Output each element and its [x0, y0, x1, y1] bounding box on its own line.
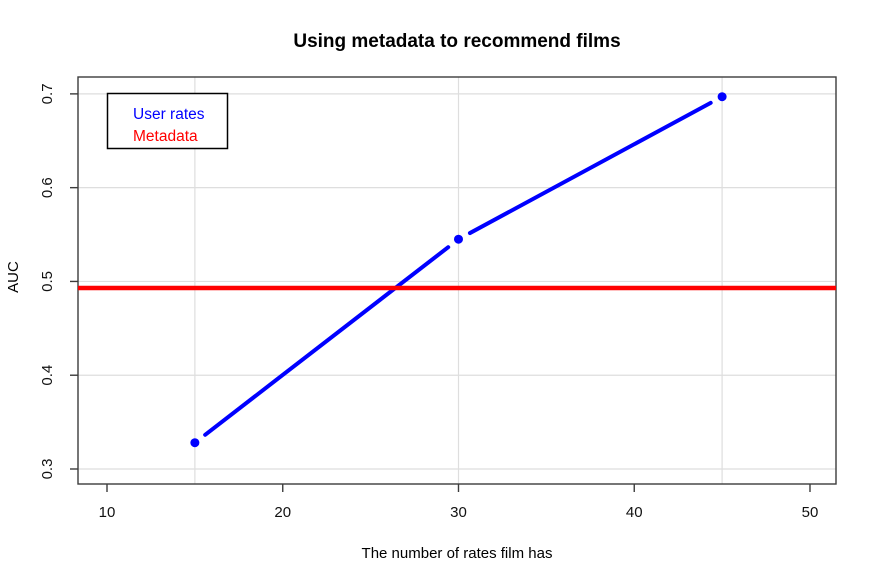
- x-tick-label: 50: [802, 504, 819, 521]
- legend: User rates Metadata: [106, 92, 229, 150]
- x-tick-label: 20: [274, 504, 291, 521]
- y-tick-label: 0.4: [39, 365, 56, 386]
- x-tick-label: 30: [450, 504, 467, 521]
- plot-area: 10 20 30 40 50 0.3 0.4 0.5 0.6 0.7: [39, 76, 837, 521]
- y-tick-label: 0.7: [39, 83, 56, 104]
- data-point: [453, 234, 463, 244]
- x-axis-title: The number of rates film has: [362, 545, 553, 562]
- legend-box: [106, 92, 229, 150]
- y-tick-label: 0.5: [39, 271, 56, 292]
- series-line-user-rates: [203, 245, 451, 437]
- legend-entry-metadata: Metadata: [133, 128, 198, 145]
- plot-border: [77, 76, 837, 485]
- x-tick-label: 10: [99, 504, 116, 521]
- data-point: [190, 438, 200, 448]
- series-line-user-rates: [467, 100, 713, 236]
- chart-title: Using metadata to recommend films: [293, 31, 620, 52]
- y-axis-title: AUC: [5, 261, 22, 293]
- legend-entry-user-rates: User rates: [133, 106, 205, 123]
- x-tick-label: 40: [626, 504, 643, 521]
- data-point: [717, 92, 727, 102]
- y-tick-label: 0.3: [39, 459, 56, 480]
- y-tick-label: 0.6: [39, 177, 56, 198]
